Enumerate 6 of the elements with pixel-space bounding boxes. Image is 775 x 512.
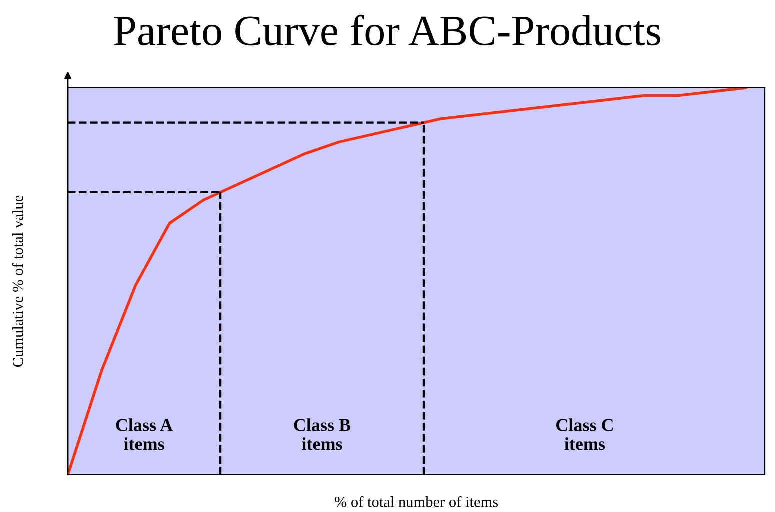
annotation: Class A items (116, 418, 173, 450)
x-axis-title: % of total number of items (334, 496, 498, 508)
chart-title: Pareto Curve for ABC-Products (114, 14, 660, 46)
annotation: Class C items (556, 418, 613, 450)
annotation: Class B items (294, 418, 351, 450)
y-axis-title: Cumulative % of total value (12, 196, 24, 367)
